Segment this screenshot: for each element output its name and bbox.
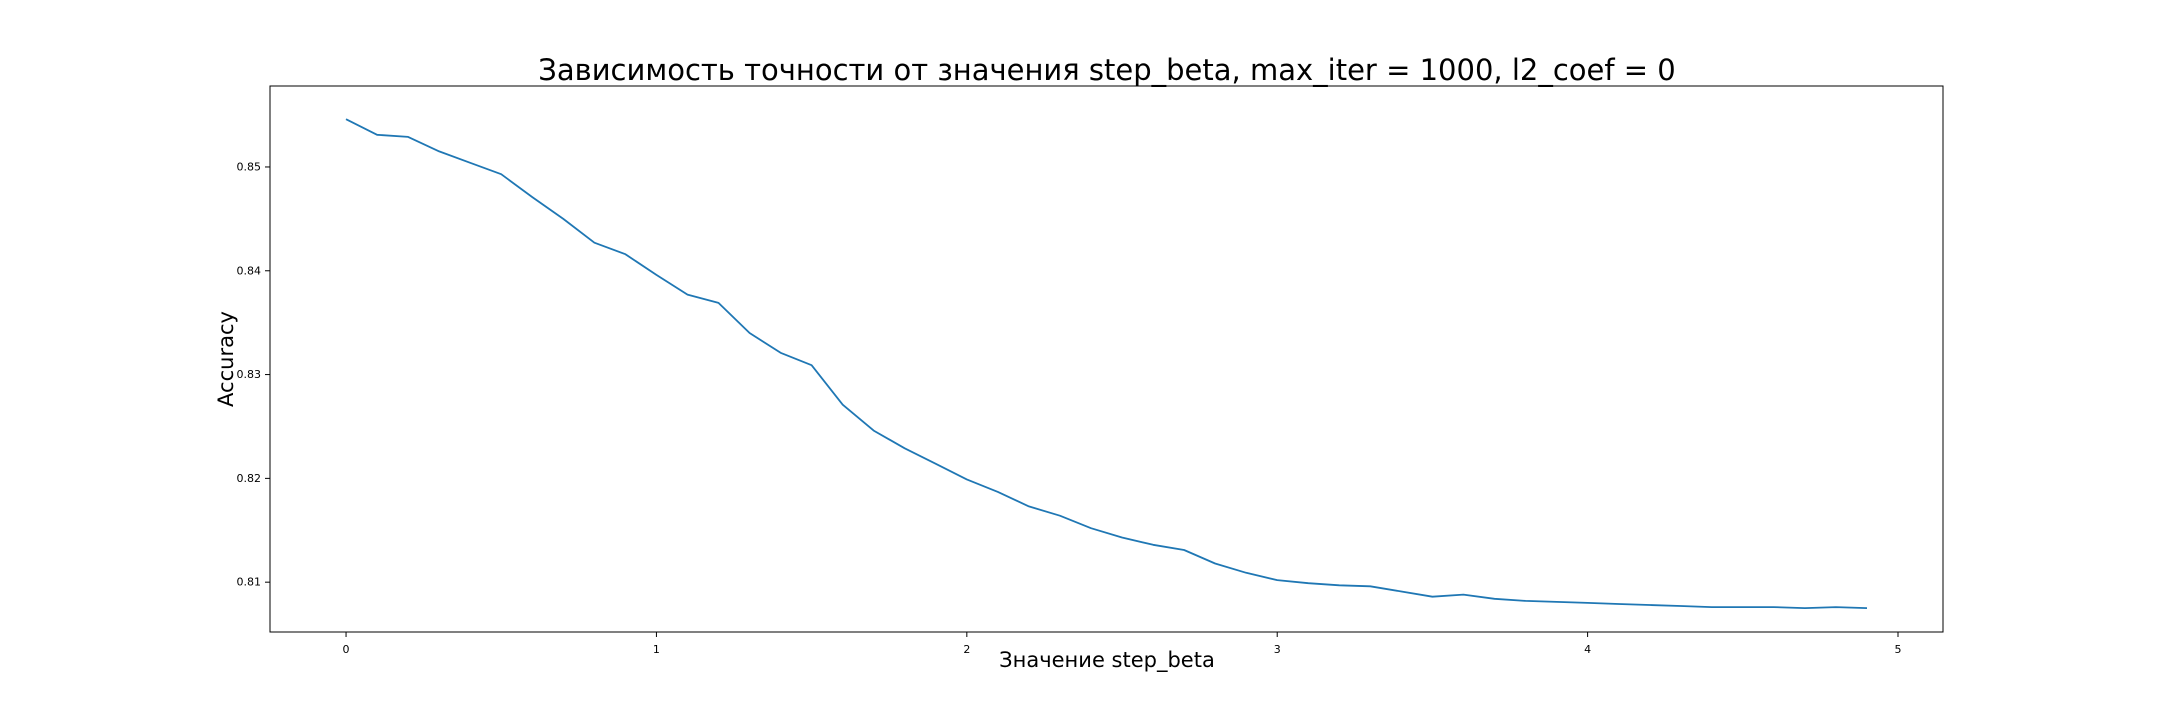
y-axis-label: Accuracy — [214, 311, 238, 407]
x-axis-label: Значение step_beta — [999, 648, 1215, 673]
x-axis-ticks: 0 1 2 3 4 5 — [343, 632, 1901, 656]
accuracy-series-line — [345, 118, 1868, 609]
x-tick-label: 3 — [1274, 643, 1281, 656]
y-axis-ticks: 0.81 0.82 0.83 0.84 0.85 — [237, 160, 270, 589]
chart-title: Зависимость точности от значения step_be… — [538, 53, 1676, 87]
y-tick-label: 0.85 — [237, 160, 262, 173]
plot-area — [269, 85, 1944, 633]
plot-frame — [269, 85, 1944, 633]
x-tick-label: 4 — [1584, 643, 1591, 656]
x-tick-label: 5 — [1894, 643, 1901, 656]
x-tick-label: 1 — [653, 643, 660, 656]
y-tick-label: 0.83 — [237, 368, 262, 381]
y-tick-label: 0.81 — [237, 576, 262, 589]
y-tick-label: 0.84 — [237, 264, 262, 277]
x-tick-label: 0 — [343, 643, 350, 656]
x-tick-label: 2 — [963, 643, 970, 656]
y-tick-label: 0.82 — [237, 472, 262, 485]
